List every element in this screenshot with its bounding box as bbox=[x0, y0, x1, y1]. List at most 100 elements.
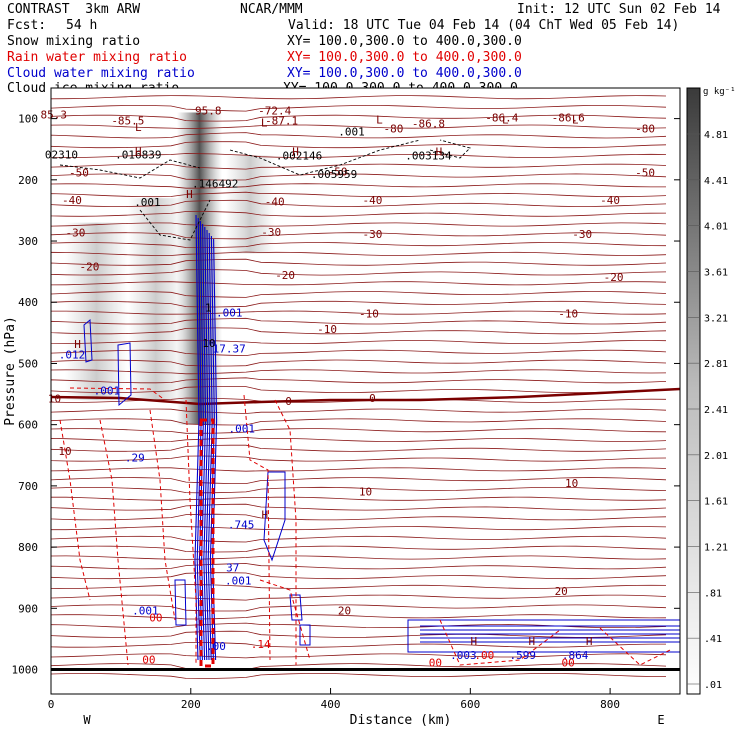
colorbar-label: .01 bbox=[704, 680, 722, 691]
isotherm-line bbox=[51, 377, 667, 384]
isotherm-line bbox=[51, 327, 667, 335]
isotherm-line bbox=[51, 572, 667, 580]
rain-label: 00 bbox=[429, 656, 442, 669]
isotherm-line bbox=[51, 513, 667, 521]
zero-isotherm-line bbox=[51, 387, 680, 406]
x-tick-label: 0 bbox=[48, 698, 55, 711]
isotherm-label: -10 bbox=[558, 307, 578, 320]
isotherm-line bbox=[51, 251, 667, 256]
isotherm-line bbox=[51, 339, 667, 345]
isotherm-line bbox=[51, 232, 667, 240]
isotherm-line bbox=[51, 153, 667, 158]
isotherm-label: -30 bbox=[261, 226, 281, 239]
field-snow-label: Snow mixing ratio bbox=[7, 34, 141, 49]
isotherm-label: -30 bbox=[363, 228, 383, 241]
colorbar bbox=[686, 87, 701, 695]
colorbar-label: 4.81 bbox=[704, 130, 728, 141]
extremum-marker: H bbox=[292, 145, 299, 158]
isotherm-line bbox=[51, 385, 667, 394]
valid-time: Valid: 18 UTC Tue 04 Feb 14 (04 ChT Wed … bbox=[288, 18, 680, 33]
cloud-ice-contour bbox=[139, 199, 211, 241]
isotherm-line bbox=[51, 604, 667, 612]
isotherm-line bbox=[51, 269, 667, 276]
cloud-ice-contour bbox=[429, 139, 471, 159]
isotherm-line bbox=[51, 555, 667, 560]
isotherm-label: -40 bbox=[265, 195, 285, 208]
isotherm-line bbox=[51, 310, 667, 315]
colorbar-label: 2.01 bbox=[704, 451, 728, 462]
isotherm-line bbox=[51, 563, 667, 570]
isotherm-label: -10 bbox=[317, 323, 337, 336]
colorbar-label: .41 bbox=[704, 634, 722, 645]
cloud-ice-contour bbox=[59, 159, 201, 179]
extremum-marker: H bbox=[262, 508, 269, 521]
isotherm-line bbox=[51, 369, 667, 375]
isotherm-label: 85.3 bbox=[41, 109, 68, 122]
colorbar-label: .81 bbox=[704, 588, 722, 599]
isotherm-line bbox=[51, 317, 667, 325]
cloud-water-contour bbox=[205, 229, 211, 661]
isotherm-label: -50 bbox=[328, 165, 348, 178]
cloud-water-contour bbox=[207, 232, 213, 661]
field-cloudwater-xy: XY= 100.0,300.0 to 400.0,300.0 bbox=[287, 66, 522, 81]
isotherm-label: -86.4 bbox=[485, 112, 518, 125]
isotherm-line bbox=[51, 477, 667, 484]
isotherm-label: -30 bbox=[572, 228, 592, 241]
extremum-marker: L bbox=[261, 117, 268, 130]
isotherm-label: -87.1 bbox=[265, 115, 298, 128]
field-rain-label: Rain water mixing ratio bbox=[7, 50, 188, 65]
cloud-water-contour bbox=[196, 217, 202, 661]
isotherm-label: 10 bbox=[565, 477, 578, 490]
cloud-water-contour bbox=[289, 594, 303, 621]
cloud-water-contour bbox=[407, 619, 680, 653]
cloud-ice-label: .016839 bbox=[115, 148, 161, 161]
plot-title: CONTRAST 3km ARW bbox=[7, 2, 141, 17]
isotherm-line bbox=[51, 545, 667, 553]
y-tick-label: 200 bbox=[18, 174, 38, 187]
isotherm-line bbox=[51, 349, 667, 357]
extremum-marker: H bbox=[436, 145, 443, 158]
isotherm-line bbox=[51, 653, 667, 659]
isotherm-line bbox=[51, 104, 667, 112]
isotherm-label: 10 bbox=[359, 486, 372, 499]
isotherm-line bbox=[51, 437, 667, 443]
isotherm-label: 0 bbox=[285, 395, 292, 408]
colorbar-label: 4.01 bbox=[704, 222, 728, 233]
isotherm-label: -80 bbox=[384, 123, 404, 136]
isotherm-line bbox=[51, 242, 667, 249]
rain-core-contour bbox=[199, 418, 215, 668]
cloud-ice-label: 02310 bbox=[45, 148, 78, 161]
x-tick-label: 200 bbox=[181, 698, 201, 711]
cloud-water-label: .003 bbox=[450, 649, 477, 662]
colorbar-label: 3.61 bbox=[704, 268, 728, 279]
y-tick-label: 700 bbox=[18, 480, 38, 493]
rain-label: 00 bbox=[562, 656, 575, 669]
snow-shade-core bbox=[176, 112, 223, 425]
isotherm-label: -30 bbox=[66, 227, 86, 240]
isotherm-label: -50 bbox=[69, 167, 89, 180]
isotherm-line bbox=[51, 114, 667, 122]
y-tick-label: 300 bbox=[18, 235, 38, 248]
rain-contour bbox=[259, 579, 311, 661]
cloud-water-label: .001 bbox=[225, 574, 252, 587]
isotherm-line bbox=[51, 526, 667, 531]
extremum-marker: L bbox=[376, 113, 383, 126]
cloud-water-contour bbox=[201, 223, 207, 661]
cloud-water-label: .001 bbox=[94, 385, 121, 398]
isotherm-label: -85.5 bbox=[111, 115, 144, 128]
cloud-ice-label: .001 bbox=[338, 126, 365, 139]
isotherm-label: 10 bbox=[48, 393, 61, 406]
cloud-water-label: .001 bbox=[229, 423, 256, 436]
isotherm-label: -40 bbox=[363, 194, 383, 207]
isotherm-line bbox=[51, 300, 667, 308]
forecast-hour: 54 h bbox=[66, 18, 98, 33]
isotherm-line bbox=[51, 594, 667, 601]
cloud-ice-contour bbox=[229, 139, 421, 176]
extremum-marker: H bbox=[135, 145, 142, 158]
isotherm-label: -50 bbox=[635, 167, 655, 180]
isotherm-line bbox=[51, 124, 667, 130]
field-snow-xy: XY= 100.0,300.0 to 400.0,300.0 bbox=[287, 34, 522, 49]
isotherm-line bbox=[51, 408, 667, 414]
field-cloudwater-label: Cloud water mixing ratio bbox=[7, 66, 195, 81]
